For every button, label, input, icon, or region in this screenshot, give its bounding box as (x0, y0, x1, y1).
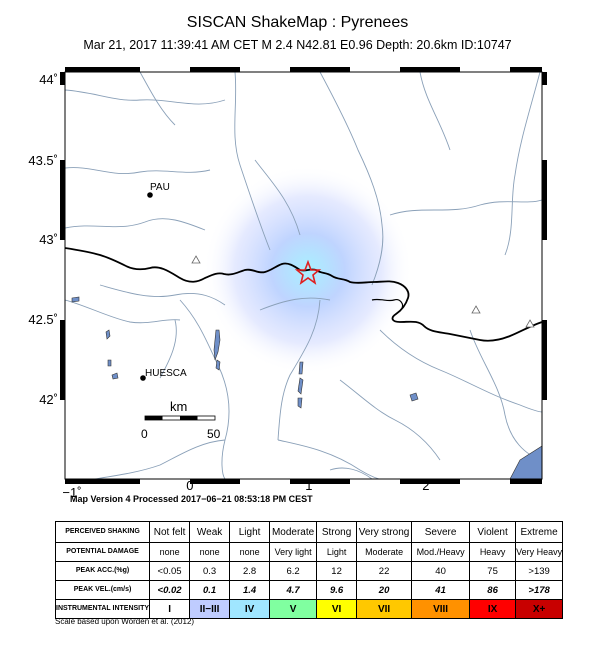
lat-label-43: 43˚ (39, 232, 58, 247)
legend-cell: 41 (411, 580, 471, 600)
legend-cell: Severe (411, 521, 471, 543)
legend-cell: 9.6 (316, 580, 358, 600)
legend-cell: <0.02 (149, 580, 191, 600)
legend-cell: >139 (515, 561, 564, 581)
legend-cell: >178 (515, 580, 564, 600)
legend-cell: Heavy (469, 542, 517, 562)
legend-cell: Light (229, 521, 271, 543)
lat-label-43-5: 43.5˚ (28, 153, 58, 168)
city-label-huesca: HUESCA (145, 368, 187, 379)
legend-cell: Weak (189, 521, 231, 543)
lat-label-42-5: 42.5˚ (28, 312, 58, 327)
lon-label-0: 0˚ (186, 478, 198, 493)
reservoirs (71, 296, 542, 479)
legend-cell: 12 (316, 561, 358, 581)
legend-cell: 40 (411, 561, 471, 581)
legend-row-shaking: PERCEIVED SHAKING Not felt Weak Light Mo… (54, 521, 564, 543)
legend-cell: 2.8 (229, 561, 271, 581)
legend-header-shaking: PERCEIVED SHAKING (54, 521, 151, 543)
intensity-cell: II−III (189, 599, 231, 619)
intensity-cell: VI (316, 599, 358, 619)
legend-cell: 75 (469, 561, 517, 581)
legend-cell: 0.1 (189, 580, 231, 600)
legend-row-intensity: INSTRUMENTAL INTENSITY I II−III IV V VI … (54, 599, 564, 619)
legend-cell: none (189, 542, 231, 562)
legend-header-acc: PEAK ACC.(%g) (54, 561, 151, 581)
lon-label-2: 2˚ (422, 478, 434, 493)
legend-cell: 6.2 (269, 561, 318, 581)
shakemap: PAU HUESCA km 0 50 44˚ (28, 67, 547, 500)
lat-label-42: 42˚ (39, 392, 58, 407)
legend-cell: Light (316, 542, 358, 562)
lon-label-1: 1˚ (305, 478, 317, 493)
legend-cell: Very strong (356, 521, 413, 543)
legend-cell: 20 (356, 580, 413, 600)
legend-cell: Not felt (149, 521, 191, 543)
border-line (65, 247, 542, 342)
legend-header-intensity: INSTRUMENTAL INTENSITY (54, 599, 151, 619)
scale-bar (144, 415, 216, 421)
legend-cell: Extreme (515, 521, 564, 543)
legend-cell: 86 (469, 580, 517, 600)
legend-cell: Mod./Heavy (411, 542, 471, 562)
legend-cell: 1.4 (229, 580, 271, 600)
intensity-legend: PERCEIVED SHAKING Not felt Weak Light Mo… (54, 521, 564, 619)
legend-cell: Very Heavy (515, 542, 564, 562)
lon-label-minus1: −1˚ (62, 485, 81, 500)
legend-header-vel: PEAK VEL.(cm/s) (54, 580, 151, 600)
map-neatline (60, 67, 547, 484)
legend-header-damage: POTENTIAL DAMAGE (54, 542, 151, 562)
legend-cell: none (149, 542, 191, 562)
rivers (65, 72, 542, 479)
scale-unit: km (170, 399, 187, 414)
legend-cell: Very light (269, 542, 318, 562)
legend-row-vel: PEAK VEL.(cm/s) <0.02 0.1 1.4 4.7 9.6 20… (54, 580, 564, 600)
intensity-cell: I (149, 599, 191, 619)
city-pau-marker (147, 192, 153, 198)
legend-cell: Strong (316, 521, 358, 543)
map-version: Map Version 4 Processed 2017−06−21 08:53… (70, 494, 313, 504)
scale-start: 0 (141, 427, 148, 441)
legend-cell: 0.3 (189, 561, 231, 581)
intensity-cell: VII (356, 599, 413, 619)
intensity-cell: X+ (515, 599, 564, 619)
legend-cell: <0.05 (149, 561, 191, 581)
legend-cell: Moderate (356, 542, 413, 562)
intensity-cell: V (269, 599, 318, 619)
epicenter-star-icon (294, 259, 322, 285)
event-details: Mar 21, 2017 11:39:41 AM CET M 2.4 N42.8… (83, 38, 512, 52)
legend-cell: none (229, 542, 271, 562)
lat-label-44: 44˚ (39, 72, 58, 87)
legend-cell: 4.7 (269, 580, 318, 600)
city-label-pau: PAU (150, 182, 170, 193)
map-area: PAU HUESCA km 0 50 (65, 72, 542, 479)
legend-cell: Moderate (269, 521, 318, 543)
intensity-cell: IV (229, 599, 271, 619)
legend-cell: Violent (469, 521, 517, 543)
legend-row-acc: PEAK ACC.(%g) <0.05 0.3 2.8 6.2 12 22 40… (54, 561, 564, 581)
city-huesca-marker (140, 375, 146, 381)
scale-end: 50 (207, 427, 221, 441)
city-markers (140, 192, 153, 381)
legend-cell: 22 (356, 561, 413, 581)
intensity-cell: VIII (411, 599, 471, 619)
intensity-cell: IX (469, 599, 517, 619)
volcano-triangles (191, 255, 535, 328)
scale-note: Scale based upon Worden et al. (2012) (55, 617, 195, 626)
legend-row-damage: POTENTIAL DAMAGE none none none Very lig… (54, 542, 564, 562)
map-title: SISCAN ShakeMap : Pyrenees (186, 14, 409, 31)
andorra-outline (371, 298, 404, 309)
